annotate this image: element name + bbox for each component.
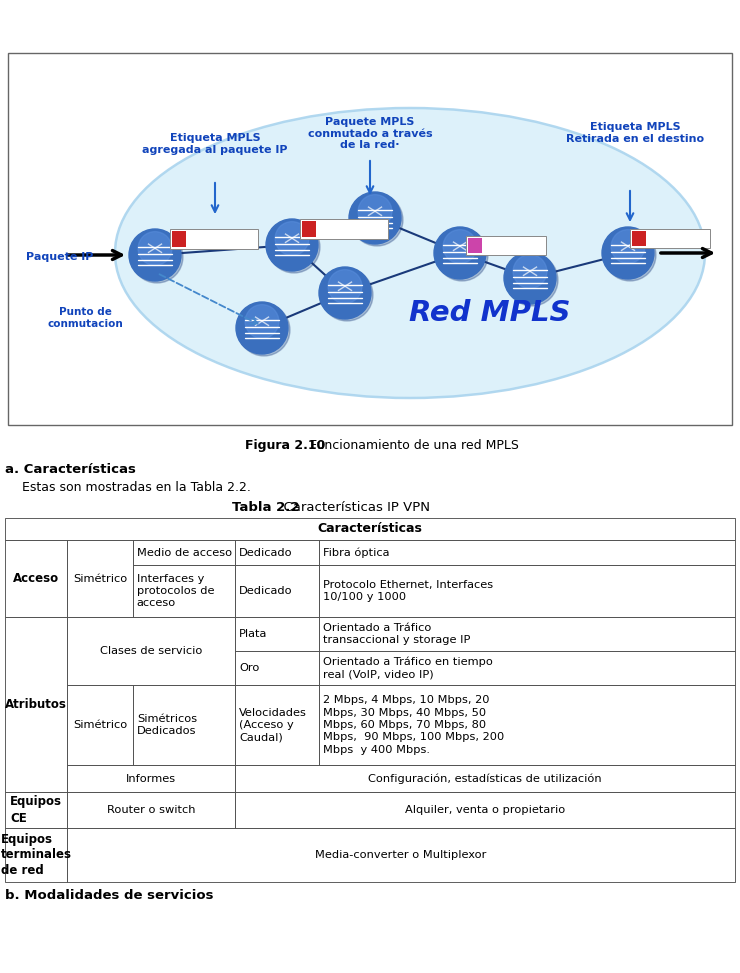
Circle shape xyxy=(611,230,645,264)
FancyBboxPatch shape xyxy=(319,685,735,765)
FancyBboxPatch shape xyxy=(132,540,235,565)
Text: Red MPLS: Red MPLS xyxy=(409,299,571,327)
FancyBboxPatch shape xyxy=(5,792,67,828)
Circle shape xyxy=(602,227,654,279)
FancyBboxPatch shape xyxy=(468,238,482,253)
FancyBboxPatch shape xyxy=(632,231,646,246)
Text: Características: Características xyxy=(317,523,423,535)
Text: Etiqueta MPLS
agregada al paquete IP: Etiqueta MPLS agregada al paquete IP xyxy=(142,133,288,155)
FancyBboxPatch shape xyxy=(8,53,732,425)
Text: b. Modalidades de servicios: b. Modalidades de servicios xyxy=(5,889,214,902)
Circle shape xyxy=(436,229,488,281)
Text: 2 Mbps, 4 Mbps, 10 Mbps, 20
Mbps, 30 Mbps, 40 Mbps, 50
Mbps, 60 Mbps, 70 Mbps, 8: 2 Mbps, 4 Mbps, 10 Mbps, 20 Mbps, 30 Mbp… xyxy=(323,695,504,755)
Circle shape xyxy=(245,305,279,339)
Text: Equipos
CE: Equipos CE xyxy=(10,796,62,824)
FancyBboxPatch shape xyxy=(300,219,388,239)
Text: Simétrico: Simétrico xyxy=(73,573,127,584)
Circle shape xyxy=(434,227,486,279)
FancyBboxPatch shape xyxy=(235,565,319,617)
Text: Clases de servicio: Clases de servicio xyxy=(100,646,202,656)
Text: Medio de acceso: Medio de acceso xyxy=(137,548,232,558)
FancyBboxPatch shape xyxy=(67,617,235,685)
Text: Simétrico: Simétrico xyxy=(73,720,127,730)
Circle shape xyxy=(443,230,477,264)
Circle shape xyxy=(351,194,403,246)
Text: Dedicado: Dedicado xyxy=(239,586,292,596)
Ellipse shape xyxy=(115,108,705,398)
Circle shape xyxy=(268,221,320,273)
Text: Tabla 2.2: Tabla 2.2 xyxy=(232,501,300,514)
FancyBboxPatch shape xyxy=(235,540,319,565)
Text: Fibra óptica: Fibra óptica xyxy=(323,547,389,558)
Text: Figura 2.10: Figura 2.10 xyxy=(245,439,326,452)
Text: Características IP VPN: Características IP VPN xyxy=(275,501,430,514)
FancyBboxPatch shape xyxy=(235,792,735,828)
FancyBboxPatch shape xyxy=(67,828,735,882)
FancyBboxPatch shape xyxy=(170,229,258,249)
FancyBboxPatch shape xyxy=(172,231,186,247)
Circle shape xyxy=(138,232,172,266)
Text: Funcionamiento de una red MPLS: Funcionamiento de una red MPLS xyxy=(302,439,519,452)
FancyBboxPatch shape xyxy=(235,765,735,792)
Text: Plata: Plata xyxy=(239,629,267,639)
Circle shape xyxy=(506,254,558,306)
Text: Atributos: Atributos xyxy=(5,698,67,711)
FancyBboxPatch shape xyxy=(466,236,546,255)
Text: Configuración, estadísticas de utilización: Configuración, estadísticas de utilizaci… xyxy=(369,774,602,783)
Text: Orientado a Tráfico
transaccional y storage IP: Orientado a Tráfico transaccional y stor… xyxy=(323,623,471,645)
Text: Orientado a Tráfico en tiempo
real (VoIP, video IP): Orientado a Tráfico en tiempo real (VoIP… xyxy=(323,657,493,679)
Text: Protocolo Ethernet, Interfaces
10/100 y 1000: Protocolo Ethernet, Interfaces 10/100 y … xyxy=(323,580,493,602)
Circle shape xyxy=(238,304,290,356)
Circle shape xyxy=(604,229,656,281)
FancyBboxPatch shape xyxy=(67,765,235,792)
Circle shape xyxy=(319,267,371,319)
FancyBboxPatch shape xyxy=(319,565,735,617)
FancyBboxPatch shape xyxy=(235,617,319,651)
FancyBboxPatch shape xyxy=(67,540,132,617)
Text: Media-converter o Multiplexor: Media-converter o Multiplexor xyxy=(315,850,487,860)
Circle shape xyxy=(349,192,401,244)
Circle shape xyxy=(328,270,362,304)
Text: Punto de
conmutacion: Punto de conmutacion xyxy=(47,307,123,329)
Circle shape xyxy=(321,269,373,321)
Text: Router o switch: Router o switch xyxy=(107,805,195,815)
FancyBboxPatch shape xyxy=(132,685,235,765)
FancyBboxPatch shape xyxy=(630,229,710,248)
FancyBboxPatch shape xyxy=(5,540,67,617)
Circle shape xyxy=(275,222,309,255)
Text: Etiqueta MPLS
Retirada en el destino: Etiqueta MPLS Retirada en el destino xyxy=(566,122,704,144)
Text: Simétricos
Dedicados: Simétricos Dedicados xyxy=(137,714,197,737)
Text: Oro: Oro xyxy=(239,663,259,673)
FancyBboxPatch shape xyxy=(319,540,735,565)
Text: a. Características: a. Características xyxy=(5,463,136,476)
Circle shape xyxy=(358,195,392,229)
FancyBboxPatch shape xyxy=(319,651,735,685)
FancyBboxPatch shape xyxy=(5,617,67,792)
FancyBboxPatch shape xyxy=(302,221,316,237)
FancyBboxPatch shape xyxy=(5,518,735,540)
Circle shape xyxy=(129,229,181,281)
Text: Paquete IP: Paquete IP xyxy=(27,252,94,262)
FancyBboxPatch shape xyxy=(67,792,235,828)
Text: Equipos
terminales
de red: Equipos terminales de red xyxy=(1,833,72,878)
FancyBboxPatch shape xyxy=(235,651,319,685)
Text: Velocidades
(Acceso y
Caudal): Velocidades (Acceso y Caudal) xyxy=(239,707,307,742)
Circle shape xyxy=(513,255,547,288)
Circle shape xyxy=(236,302,288,354)
Text: Alquiler, venta o propietario: Alquiler, venta o propietario xyxy=(405,805,565,815)
Text: Informes: Informes xyxy=(126,774,176,783)
Text: Paquete MPLS
conmutado a través
de la red·: Paquete MPLS conmutado a través de la re… xyxy=(308,117,432,150)
Text: Dedicado: Dedicado xyxy=(239,548,292,558)
Circle shape xyxy=(504,252,556,304)
Text: Estas son mostradas en la Tabla 2.2.: Estas son mostradas en la Tabla 2.2. xyxy=(22,481,251,494)
FancyBboxPatch shape xyxy=(5,828,67,882)
FancyBboxPatch shape xyxy=(67,685,132,765)
FancyBboxPatch shape xyxy=(132,565,235,617)
Text: Interfaces y
protocolos de
acceso: Interfaces y protocolos de acceso xyxy=(137,574,215,608)
Circle shape xyxy=(266,219,318,271)
Circle shape xyxy=(131,231,183,283)
FancyBboxPatch shape xyxy=(235,685,319,765)
Text: Acceso: Acceso xyxy=(13,572,59,585)
FancyBboxPatch shape xyxy=(319,617,735,651)
